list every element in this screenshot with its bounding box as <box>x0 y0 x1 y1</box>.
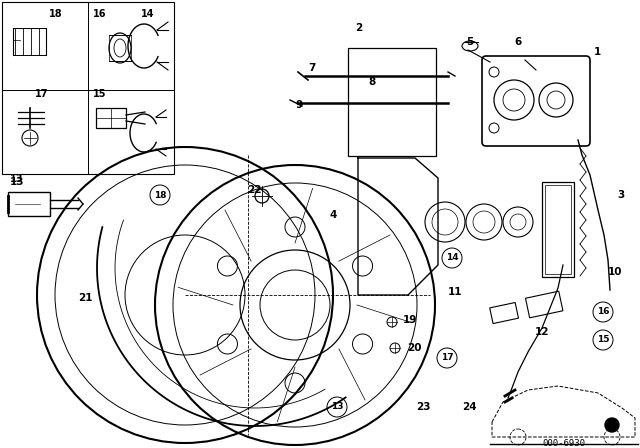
Text: 18: 18 <box>49 9 63 19</box>
Text: 24: 24 <box>462 402 477 412</box>
Text: 1: 1 <box>594 47 601 57</box>
Text: 15: 15 <box>596 336 609 345</box>
Text: 17: 17 <box>441 353 453 362</box>
Circle shape <box>605 418 619 432</box>
Text: 9: 9 <box>296 100 303 110</box>
Text: 16: 16 <box>93 9 107 19</box>
Text: 5: 5 <box>466 37 473 47</box>
Text: 22: 22 <box>247 185 262 195</box>
Bar <box>2 2 174 174</box>
Bar <box>542 182 574 277</box>
Text: 16: 16 <box>596 307 609 316</box>
Text: 18: 18 <box>154 190 166 199</box>
Bar <box>525 291 563 318</box>
Bar <box>490 302 518 323</box>
Text: 15: 15 <box>93 89 107 99</box>
Text: 11: 11 <box>448 287 463 297</box>
Text: 13: 13 <box>331 402 343 412</box>
Text: 3: 3 <box>617 190 624 200</box>
Text: 2: 2 <box>355 23 362 33</box>
Text: 6: 6 <box>514 37 521 47</box>
Text: 8: 8 <box>368 77 375 87</box>
Text: 23: 23 <box>416 402 431 412</box>
Bar <box>348 48 436 156</box>
Text: 13: 13 <box>10 177 24 187</box>
Text: 21: 21 <box>78 293 93 303</box>
Bar <box>545 185 571 274</box>
Text: 13: 13 <box>10 174 24 184</box>
Text: 7: 7 <box>308 63 316 73</box>
Text: 14: 14 <box>445 254 458 263</box>
Text: 20: 20 <box>407 343 422 353</box>
Text: 4: 4 <box>330 210 337 220</box>
Text: 14: 14 <box>141 9 155 19</box>
Text: 17: 17 <box>35 89 49 99</box>
Text: 10: 10 <box>608 267 623 277</box>
Text: 19: 19 <box>403 315 417 325</box>
Text: 12: 12 <box>535 327 550 337</box>
Text: 000-6930: 000-6930 <box>543 439 586 448</box>
Bar <box>96 108 126 128</box>
Bar <box>8 192 50 216</box>
